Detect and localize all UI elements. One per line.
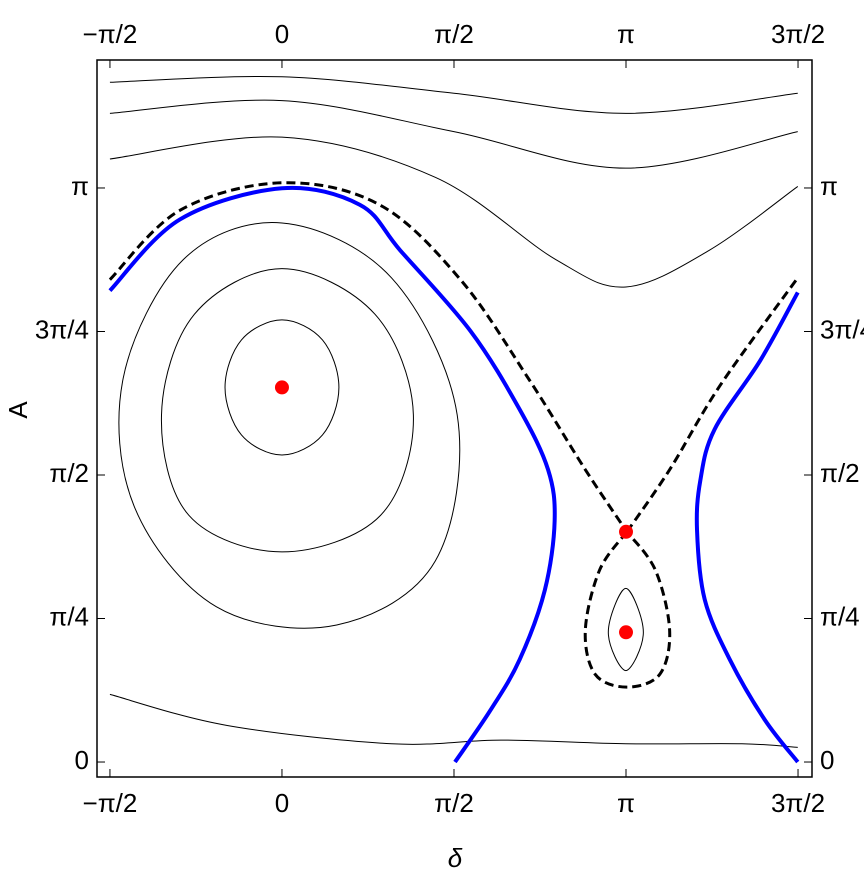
x-tick-label: 3π/2 xyxy=(771,788,825,818)
contour-line xyxy=(109,99,798,169)
contour-line xyxy=(160,268,414,553)
contour-line xyxy=(109,693,798,748)
y-tick-label: π/4 xyxy=(49,601,89,631)
y-tick-label: 3π/4 xyxy=(35,314,89,344)
x-tick-label: 0 xyxy=(275,19,289,49)
contour-line xyxy=(224,319,340,456)
contour-line xyxy=(109,75,798,114)
y-axis-label: A xyxy=(3,401,33,419)
y-tick-label: π/4 xyxy=(820,601,860,631)
contour-line xyxy=(108,181,799,689)
x-tick-label: 3π/2 xyxy=(771,19,825,49)
x-axis-label: δ xyxy=(448,843,463,873)
x-tick-label: π xyxy=(617,788,635,818)
x-tick-label: −π/2 xyxy=(83,19,138,49)
x-tick-label: −π/2 xyxy=(83,788,138,818)
fixed-point xyxy=(274,380,289,395)
y-tick-label: π xyxy=(820,171,838,201)
plot-frame xyxy=(96,59,813,778)
y-tick-label: π/2 xyxy=(49,458,89,488)
contour-line xyxy=(607,587,644,672)
x-tick-label: 0 xyxy=(275,788,289,818)
contour-line xyxy=(694,291,800,764)
fixed-point xyxy=(619,524,634,539)
y-tick-label: 3π/4 xyxy=(820,314,864,344)
y-tick-label: 0 xyxy=(75,745,89,775)
y-tick-label: π xyxy=(71,171,89,201)
x-tick-label: π xyxy=(617,19,635,49)
contour-line xyxy=(118,222,461,629)
y-tick-label: π/2 xyxy=(820,458,860,488)
contour-line xyxy=(109,136,799,288)
x-tick-label: π/2 xyxy=(434,788,474,818)
y-tick-label: 0 xyxy=(820,745,834,775)
contour-line xyxy=(108,185,557,764)
x-tick-label: π/2 xyxy=(434,19,474,49)
fixed-point xyxy=(619,625,634,640)
